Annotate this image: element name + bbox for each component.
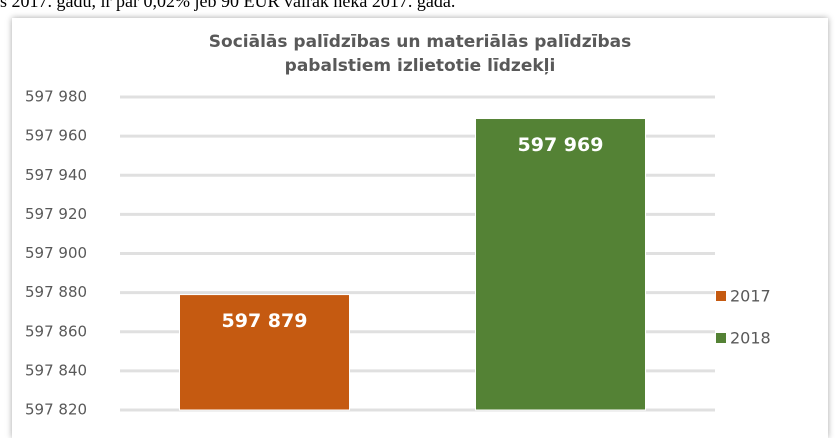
y-tick-label: 597 820 xyxy=(25,401,87,419)
y-tick-label: 597 940 xyxy=(25,166,87,184)
legend-swatch xyxy=(716,333,726,343)
bar xyxy=(179,294,350,411)
legend-label: 2018 xyxy=(730,329,771,348)
y-tick-label: 597 900 xyxy=(25,244,87,262)
caption: s 2017. gadu, ir par 0,02% jeb 90 EUR va… xyxy=(0,0,456,11)
chart: 597 820 597 840 597 860 597 880 597 900 597 9… xyxy=(25,88,771,419)
data-label: 597 879 xyxy=(222,310,308,332)
y-tick-label: 597 980 xyxy=(25,88,87,106)
y-tick-label: 597 840 xyxy=(25,361,87,379)
chart-panel xyxy=(12,18,828,438)
y-tick-label: 597 960 xyxy=(25,127,87,145)
bar xyxy=(475,118,646,411)
chart-title: Sociālās palīdzības un materiālās palīdz… xyxy=(208,32,632,76)
y-tick-label: 597 880 xyxy=(25,283,87,301)
legend-swatch xyxy=(716,291,726,301)
legend-label: 2017 xyxy=(730,287,771,306)
page: s 2017. gadu, ir par 0,02% jeb 90 EUR va… xyxy=(0,0,771,419)
y-tick-label: 597 860 xyxy=(25,322,87,340)
data-label: 597 969 xyxy=(518,134,604,156)
y-tick-label: 597 920 xyxy=(25,205,87,223)
